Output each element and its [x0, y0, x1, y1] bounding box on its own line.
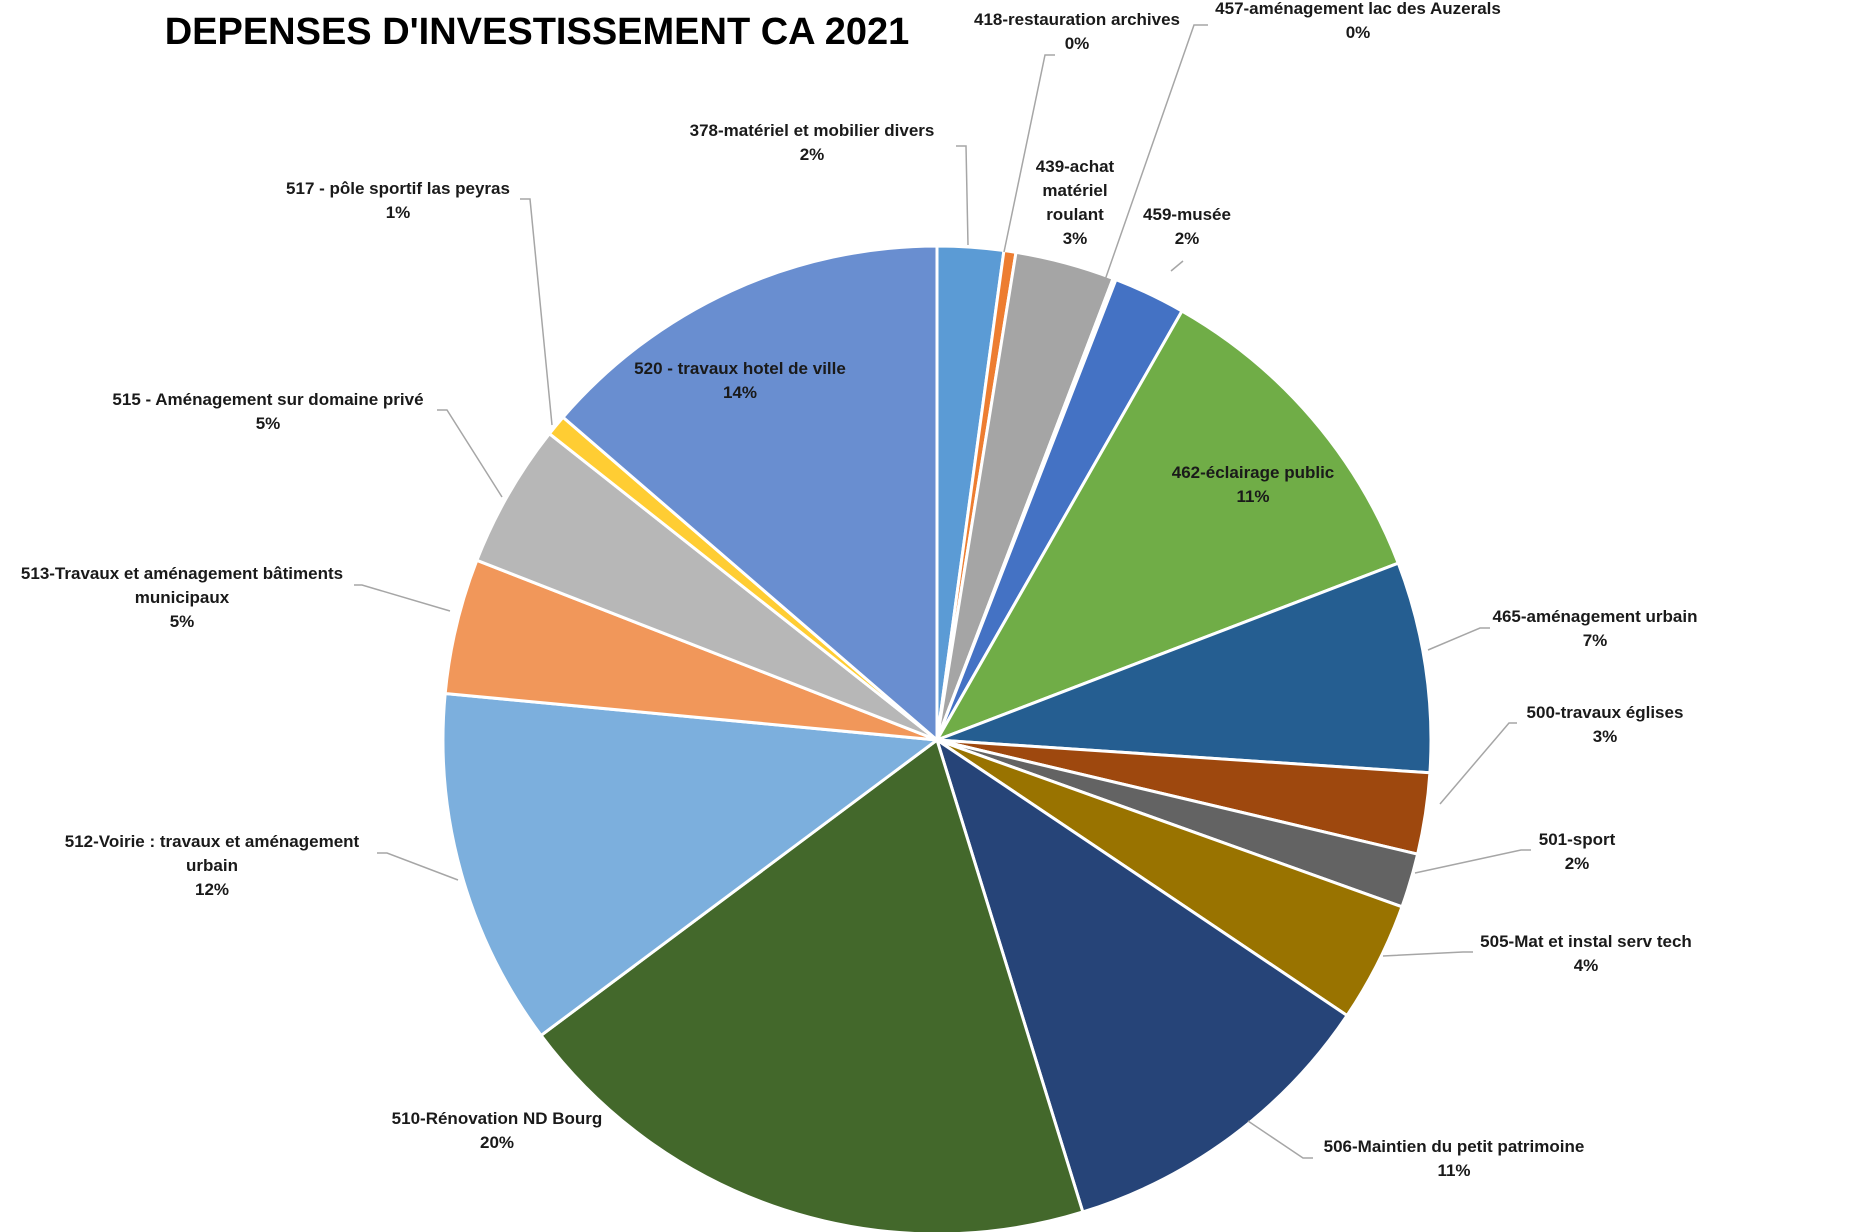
leader-line-500-travaux-eglises	[1439, 722, 1517, 805]
data-label-515-amenagement-sur-domaine-prive: 515 - Aménagement sur domaine privé	[112, 390, 423, 409]
leader-line-515-amenagement-sur-domaine-prive	[437, 409, 503, 498]
pie-slice-465-amenagement-urbain	[936, 561, 1433, 775]
data-label-pct-418-restauration-archives: 0%	[1065, 34, 1090, 53]
data-label-pct-500-travaux-eglises: 3%	[1593, 727, 1618, 746]
data-label-pct-510-renovation-nd-bourg: 20%	[480, 1133, 514, 1152]
data-label-506-maintien-du-petit-patrimoine: 506-Maintien du petit patrimoine	[1324, 1137, 1585, 1156]
data-label-pct-457-amenagement-lac-des-auzerals: 0%	[1346, 23, 1371, 42]
data-label-501-sport: 501-sport	[1539, 830, 1616, 849]
data-label-505-mat-et-instal-serv-tech: 505-Mat et instal serv tech	[1480, 932, 1692, 951]
data-label-418-restauration-archives: 418-restauration archives	[974, 10, 1180, 29]
leader-line-513-travaux-et-amenagement-batiments-municipaux	[354, 584, 451, 612]
leader-line-505-mat-et-instal-serv-tech	[1382, 951, 1473, 957]
data-label-pct-459-musee: 2%	[1175, 229, 1200, 248]
data-label-517-pole-sportif-las-peyras: 517 - pôle sportif las peyras	[286, 179, 510, 198]
leader-line-465-amenagement-urbain	[1427, 627, 1490, 651]
data-label-pct-506-maintien-du-petit-patrimoine: 11%	[1437, 1161, 1470, 1180]
data-label-513-travaux-et-amenagement-batiments-municipaux: 513-Travaux et aménagement bâtiments	[21, 564, 343, 583]
data-label-pct-520-travaux-hotel-de-ville: 14%	[723, 383, 757, 402]
chart-title: DEPENSES D'INVESTISSEMENT CA 2021	[165, 11, 910, 53]
leader-line-418-restauration-archives	[1003, 54, 1055, 253]
data-label-pct-465-amenagement-urbain: 7%	[1583, 631, 1608, 650]
data-label-510-renovation-nd-bourg: 510-Rénovation ND Bourg	[392, 1109, 603, 1128]
data-label-pct-515-amenagement-sur-domaine-prive: 5%	[256, 414, 281, 433]
slice-labels: 378-matériel et mobilier divers 2% 418-res…	[21, 0, 1698, 1180]
data-label-pct-462-eclairage-public: 11%	[1236, 487, 1269, 506]
data-label-512-voirie-travaux-et-amenagement-urbain: 512-Voirie : travaux et aménagement	[65, 832, 360, 851]
data-label-500-travaux-eglises: 500-travaux églises	[1527, 703, 1684, 722]
pie-slice-506-maintien-du-petit-patrimoine	[934, 736, 1350, 1214]
data-label-pct-512-voirie-travaux-et-amenagement-urbain: 12%	[195, 880, 229, 899]
leader-line-517-pole-sportif-las-peyras	[520, 198, 553, 426]
data-label-pct-505-mat-et-instal-serv-tech: 4%	[1574, 956, 1599, 975]
leader-line-459-musee	[1170, 260, 1184, 272]
data-label-462-eclairage-public: 462-éclairage public	[1172, 463, 1335, 482]
data-label-439-achat-materiel-roulant: matériel	[1042, 181, 1107, 200]
pie-slice-520-travaux-hotel-de-ville	[560, 244, 939, 744]
data-label-pct-439-achat-materiel-roulant: 3%	[1063, 229, 1088, 248]
data-label-378-materiel-et-mobilier-divers: 378-matériel et mobilier divers	[690, 121, 935, 140]
data-label-465-amenagement-urbain: 465-aménagement urbain	[1492, 607, 1697, 626]
data-label-513-travaux-et-amenagement-batiments-municipaux: municipaux	[135, 588, 230, 607]
pie-slice-462-eclairage-public	[933, 308, 1401, 743]
leader-line-457-amenagement-lac-des-auzerals	[1104, 24, 1208, 281]
leader-line-506-maintien-du-petit-patrimoine	[1247, 1120, 1313, 1159]
pie-slice-512-voirie-travaux-et-amenagement-urbain	[441, 691, 942, 1038]
data-label-439-achat-materiel-roulant: roulant	[1046, 205, 1104, 224]
data-label-520-travaux-hotel-de-ville: 520 - travaux hotel de ville	[634, 359, 846, 378]
leader-line-501-sport	[1414, 849, 1531, 874]
data-label-459-musee: 459-musée	[1143, 205, 1231, 224]
data-label-pct-513-travaux-et-amenagement-batiments-municipaux: 5%	[170, 612, 195, 631]
data-label-512-voirie-travaux-et-amenagement-urbain: urbain	[186, 856, 238, 875]
leader-lines	[354, 24, 1531, 1159]
data-label-pct-517-pole-sportif-las-peyras: 1%	[386, 203, 411, 222]
pie-slice-510-renovation-nd-bourg	[538, 737, 1085, 1232]
data-label-457-amenagement-lac-des-auzerals: 457-aménagement lac des Auzerals	[1215, 0, 1501, 18]
data-label-439-achat-materiel-roulant: 439-achat	[1036, 157, 1115, 176]
leader-line-512-voirie-travaux-et-amenagement-urbain	[377, 852, 459, 881]
data-label-pct-378-materiel-et-mobilier-divers: 2%	[800, 145, 825, 164]
data-label-pct-501-sport: 2%	[1565, 854, 1590, 873]
pie-slices	[441, 244, 1433, 1232]
leader-line-378-materiel-et-mobilier-divers	[956, 145, 969, 246]
